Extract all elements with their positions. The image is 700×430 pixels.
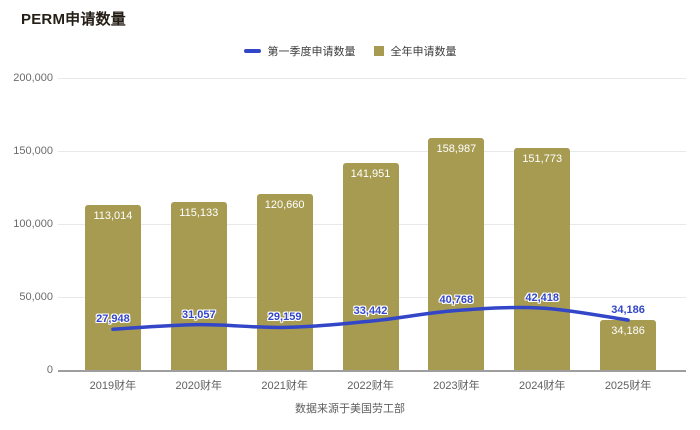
line-value-label: 29,159 <box>267 311 302 324</box>
gridline <box>58 78 686 79</box>
x-axis-label-2025财年: 2025财年 <box>604 380 652 392</box>
bar-value-label: 34,186 <box>611 325 645 338</box>
legend: 第一季度申请数量 全年申请数量 <box>0 43 700 59</box>
legend-label-q1: 第一季度申请数量 <box>267 46 356 58</box>
bar-series-swatch-icon <box>373 46 384 56</box>
line-series-swatch-icon <box>243 49 261 53</box>
bar-2024财年[interactable] <box>514 148 571 370</box>
y-axis-tick-label: 50,000 <box>19 291 53 303</box>
y-axis-tick-label: 150,000 <box>13 145 53 157</box>
bar-2020财年[interactable] <box>170 201 227 370</box>
x-axis-line <box>58 370 686 372</box>
line-value-label: 40,768 <box>439 294 474 307</box>
gridline <box>58 151 686 152</box>
x-axis-label-2019财年: 2019财年 <box>89 380 137 392</box>
x-axis-label-2022财年: 2022财年 <box>347 380 394 392</box>
chart-title: PERM申请数量 <box>21 11 126 28</box>
x-axis-label-2020财年: 2020财年 <box>175 380 223 392</box>
bar-value-label: 120,660 <box>264 198 305 211</box>
legend-item-q1[interactable]: 第一季度申请数量 <box>243 43 356 59</box>
bar-value-label: 151,773 <box>522 153 563 166</box>
x-axis-label-2021财年: 2021财年 <box>261 380 308 392</box>
bar-value-label: 141,951 <box>350 167 391 180</box>
bar-2023财年[interactable] <box>428 137 485 370</box>
source-note: 数据来源于美国劳工部 <box>295 403 405 415</box>
bar-value-label: 115,133 <box>179 206 219 219</box>
x-axis-label-2024财年: 2024财年 <box>518 380 566 392</box>
line-value-label: 31,057 <box>181 308 216 321</box>
bar-2021财年[interactable] <box>256 193 313 370</box>
bar-2019财年[interactable] <box>84 204 141 370</box>
line-value-label: 33,442 <box>353 305 388 318</box>
x-axis-label-2023财年: 2023财年 <box>433 380 480 392</box>
bar-value-label: 113,014 <box>93 209 133 222</box>
line-value-label: 42,418 <box>525 292 560 305</box>
y-axis-tick-label: 0 <box>46 364 53 376</box>
legend-item-fullyear[interactable]: 全年申请数量 <box>373 43 457 59</box>
y-axis-tick-label: 100,000 <box>13 218 53 230</box>
line-value-label: 27,948 <box>96 313 130 326</box>
line-value-label: 34,186 <box>611 304 645 317</box>
bar-2022财年[interactable] <box>342 162 399 370</box>
bar-value-label: 158,987 <box>436 142 477 155</box>
y-axis-tick-label: 200,000 <box>13 72 53 84</box>
legend-label-fullyear: 全年申请数量 <box>390 46 457 58</box>
